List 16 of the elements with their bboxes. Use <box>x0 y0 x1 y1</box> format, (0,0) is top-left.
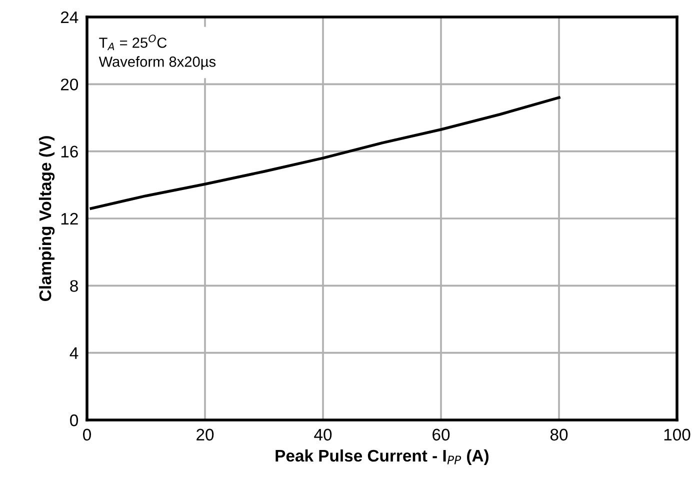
x-tick-label: 0 <box>83 428 91 441</box>
y-tick-label: 24 <box>60 11 78 24</box>
x-axis-title: Peak Pulse Current - I$_{PP}$ (A) <box>276 449 488 465</box>
x-tick-label: 100 <box>664 428 690 441</box>
y-tick-label: 8 <box>70 280 78 292</box>
annotation: T$_{A}$ = 25$^{O}$C Waveform 8x20µs <box>98 34 216 70</box>
y-tick-label: 4 <box>70 347 78 359</box>
y-tick-label: 16 <box>61 146 78 158</box>
y-tick-label: 12 <box>61 212 78 225</box>
x-tick-label: 20 <box>196 428 214 441</box>
x-tick-label: 60 <box>432 428 450 441</box>
y-tick-label: 20 <box>60 78 78 90</box>
y-axis-title: Clamping Voltage (V) <box>38 136 55 301</box>
x-tick-label: 80 <box>550 428 568 441</box>
x-tick-label: 40 <box>314 428 332 441</box>
y-tick-label: 0 <box>70 414 78 426</box>
